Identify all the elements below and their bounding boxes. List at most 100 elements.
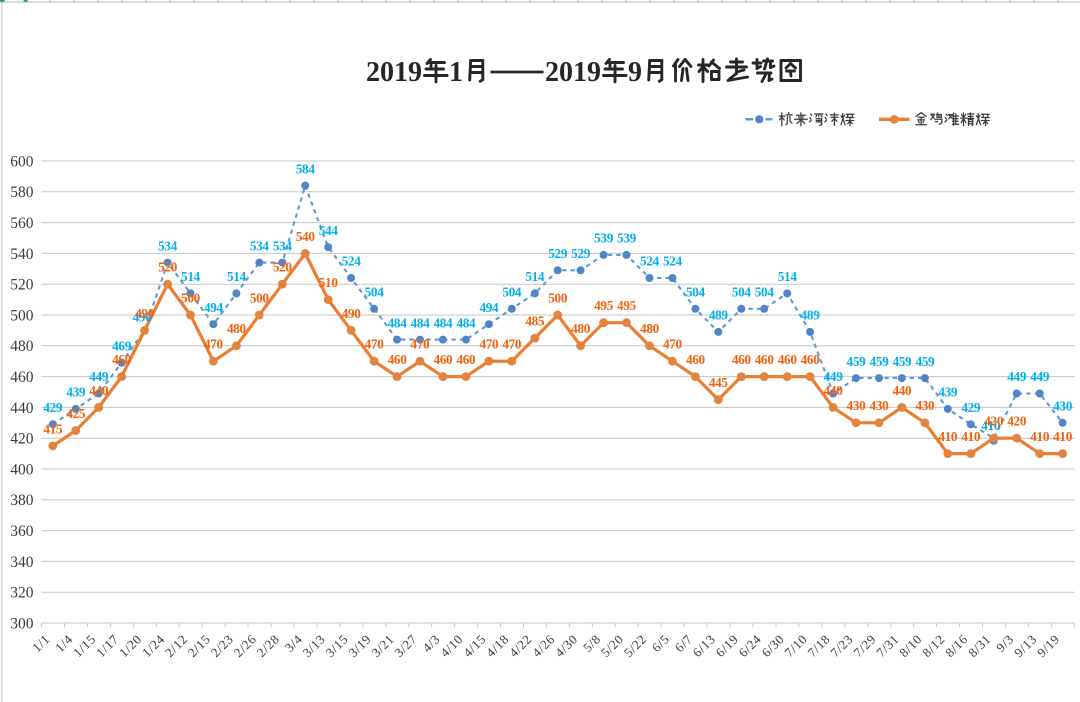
svg-text:500: 500	[181, 290, 201, 305]
svg-text:500: 500	[10, 307, 34, 324]
svg-text:600: 600	[10, 153, 34, 170]
svg-text:584: 584	[296, 161, 316, 176]
svg-text:484: 484	[411, 315, 431, 330]
svg-text:460: 460	[778, 352, 798, 367]
svg-text:460: 460	[433, 352, 453, 367]
svg-text:449: 449	[1007, 369, 1027, 384]
svg-text:484: 484	[456, 315, 476, 330]
svg-text:410: 410	[961, 429, 981, 444]
svg-text:560: 560	[10, 215, 34, 232]
svg-text:484: 484	[388, 315, 408, 330]
svg-text:320: 320	[10, 585, 34, 602]
svg-text:504: 504	[732, 285, 752, 300]
svg-text:470: 470	[365, 337, 385, 352]
svg-text:459: 459	[847, 354, 867, 369]
svg-text:495: 495	[617, 298, 637, 313]
svg-text:524: 524	[342, 254, 362, 269]
svg-text:460: 460	[10, 369, 34, 386]
svg-text:534: 534	[273, 238, 293, 253]
svg-text:510: 510	[319, 275, 339, 290]
svg-text:470: 470	[502, 337, 522, 352]
svg-text:514: 514	[181, 269, 201, 284]
svg-text:1: 1	[449, 57, 463, 88]
svg-text:485: 485	[525, 314, 545, 329]
svg-text:469: 469	[112, 338, 132, 353]
svg-text:420: 420	[1007, 414, 1027, 429]
svg-text:470: 470	[479, 337, 499, 352]
svg-text:460: 460	[732, 352, 752, 367]
svg-text:439: 439	[66, 385, 86, 400]
svg-text:460: 460	[801, 352, 821, 367]
svg-text:540: 540	[10, 246, 34, 263]
svg-text:490: 490	[135, 306, 155, 321]
svg-text:539: 539	[594, 231, 614, 246]
svg-text:430: 430	[915, 398, 935, 413]
svg-text:449: 449	[89, 369, 109, 384]
svg-text:460: 460	[456, 352, 476, 367]
svg-text:440: 440	[824, 383, 844, 398]
svg-text:9: 9	[628, 57, 642, 88]
svg-text:494: 494	[479, 300, 499, 315]
svg-text:460: 460	[755, 352, 775, 367]
svg-text:430: 430	[870, 398, 890, 413]
svg-text:410: 410	[981, 418, 1001, 433]
svg-text:490: 490	[342, 306, 362, 321]
svg-text:2019: 2019	[366, 57, 422, 88]
svg-text:540: 540	[296, 229, 316, 244]
svg-text:300: 300	[10, 615, 34, 632]
svg-text:494: 494	[204, 300, 224, 315]
svg-text:520: 520	[10, 277, 34, 294]
svg-text:459: 459	[892, 354, 912, 369]
svg-text:460: 460	[388, 352, 408, 367]
svg-text:504: 504	[755, 285, 775, 300]
svg-text:340: 340	[10, 554, 34, 571]
svg-text:580: 580	[10, 184, 34, 201]
svg-text:380: 380	[10, 492, 34, 509]
svg-text:490: 490	[133, 310, 153, 325]
svg-text:504: 504	[686, 285, 706, 300]
svg-text:500: 500	[250, 290, 270, 305]
svg-text:495: 495	[594, 298, 614, 313]
svg-text:470: 470	[663, 337, 683, 352]
svg-text:500: 500	[548, 290, 568, 305]
svg-text:410: 410	[1053, 429, 1073, 444]
svg-text:459: 459	[870, 354, 890, 369]
svg-text:480: 480	[571, 321, 591, 336]
svg-text:440: 440	[892, 383, 912, 398]
svg-text:2019: 2019	[545, 57, 601, 88]
svg-text:504: 504	[365, 285, 385, 300]
svg-text:504: 504	[502, 285, 522, 300]
svg-text:534: 534	[158, 238, 178, 253]
svg-text:514: 514	[525, 269, 545, 284]
svg-text:489: 489	[709, 308, 729, 323]
svg-text:439: 439	[938, 385, 958, 400]
svg-text:524: 524	[640, 254, 660, 269]
svg-text:415: 415	[43, 421, 63, 436]
svg-text:360: 360	[10, 523, 34, 540]
svg-text:514: 514	[227, 269, 247, 284]
svg-text:445: 445	[709, 375, 729, 390]
svg-text:520: 520	[273, 260, 293, 275]
svg-text:429: 429	[43, 400, 63, 415]
svg-text:460: 460	[112, 352, 132, 367]
svg-text:529: 529	[548, 246, 568, 261]
svg-text:470: 470	[204, 337, 224, 352]
svg-text:410: 410	[1030, 429, 1050, 444]
svg-text:480: 480	[227, 321, 247, 336]
svg-text:400: 400	[10, 461, 34, 478]
svg-text:524: 524	[663, 254, 683, 269]
svg-text:449: 449	[1030, 369, 1050, 384]
svg-text:534: 534	[250, 238, 270, 253]
svg-text:539: 539	[617, 231, 637, 246]
svg-text:514: 514	[778, 269, 798, 284]
svg-text:520: 520	[158, 260, 178, 275]
svg-text:470: 470	[411, 337, 431, 352]
svg-text:449: 449	[824, 369, 844, 384]
svg-text:484: 484	[433, 315, 453, 330]
svg-text:489: 489	[801, 308, 821, 323]
svg-text:440: 440	[89, 383, 109, 398]
svg-text:425: 425	[66, 406, 86, 421]
svg-text:529: 529	[571, 246, 591, 261]
svg-text:420: 420	[984, 414, 1004, 429]
svg-text:420: 420	[10, 431, 34, 448]
